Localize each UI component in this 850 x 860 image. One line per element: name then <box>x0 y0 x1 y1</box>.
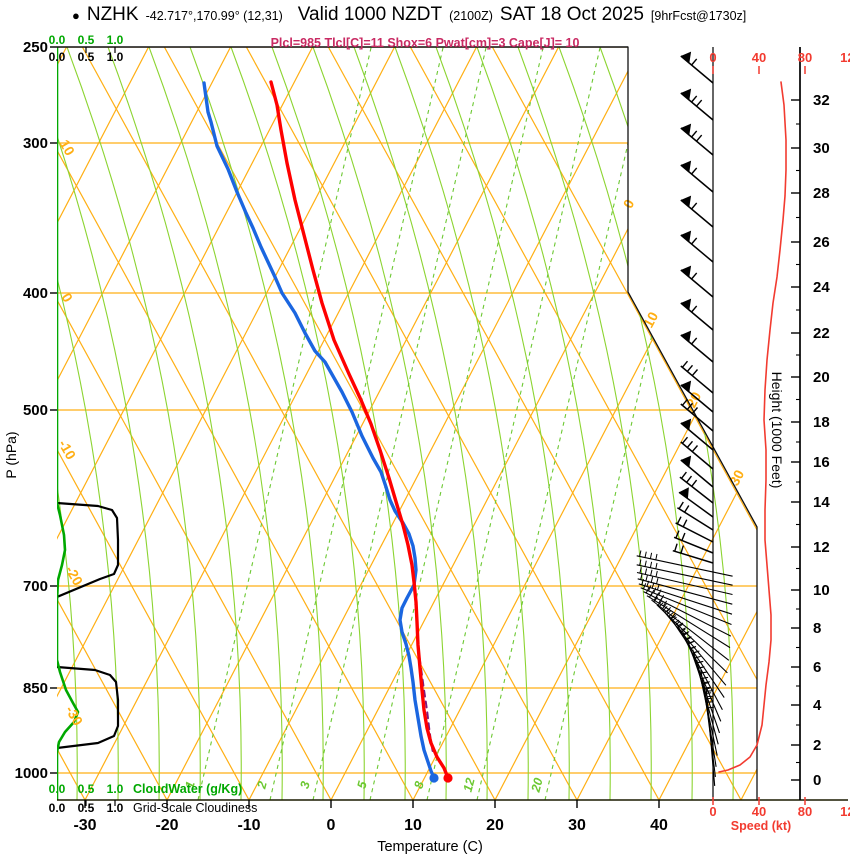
svg-text:P (hPa): P (hPa) <box>3 431 19 478</box>
svg-text:6: 6 <box>813 659 821 676</box>
svg-text:1000: 1000 <box>15 765 48 782</box>
svg-text:12: 12 <box>461 776 478 793</box>
svg-text:-30: -30 <box>73 817 96 834</box>
sounding-parameters: Plcl=985 Tlcl[C]=11 Shox=6 Pwat[cm]=3 Ca… <box>270 36 580 50</box>
svg-text:0.5: 0.5 <box>78 801 95 815</box>
svg-text:-10: -10 <box>237 817 260 834</box>
svg-text:80: 80 <box>798 50 812 65</box>
svg-text:10: 10 <box>57 137 79 159</box>
svg-text:Height (1000 Feet): Height (1000 Feet) <box>769 372 785 489</box>
svg-text:Temperature (C): Temperature (C) <box>377 839 483 855</box>
svg-text:700: 700 <box>23 578 48 595</box>
svg-text:0: 0 <box>813 772 821 789</box>
svg-text:16: 16 <box>813 454 830 471</box>
svg-text:0.0: 0.0 <box>49 782 66 796</box>
svg-text:500: 500 <box>23 402 48 419</box>
temperature-axis: -30 -20 -10 0 10 20 30 40 Temperature (C) <box>73 800 668 855</box>
svg-text:CloudWater (g/Kg): CloudWater (g/Kg) <box>133 782 242 796</box>
svg-text:20: 20 <box>528 776 545 794</box>
svg-text:1.0: 1.0 <box>107 33 124 47</box>
svg-text:0.0: 0.0 <box>49 801 66 815</box>
svg-text:0: 0 <box>709 804 716 819</box>
svg-text:2: 2 <box>813 737 821 754</box>
svg-text:-30: -30 <box>62 703 86 729</box>
svg-text:-20: -20 <box>155 817 178 834</box>
svg-text:1: 1 <box>182 780 197 790</box>
svg-text:12: 12 <box>813 539 830 556</box>
wind-speed-profile <box>718 81 787 773</box>
svg-text:-20: -20 <box>62 563 86 589</box>
svg-text:8: 8 <box>411 780 426 790</box>
svg-text:10: 10 <box>404 817 422 834</box>
station-id: NZHK <box>86 4 139 25</box>
plot-border <box>57 46 848 801</box>
svg-text:30: 30 <box>813 140 830 157</box>
svg-text:1.0: 1.0 <box>107 801 124 815</box>
svg-text:30: 30 <box>726 467 748 488</box>
svg-text:32: 32 <box>813 92 830 109</box>
svg-text:3: 3 <box>297 780 312 790</box>
svg-text:4: 4 <box>813 697 822 714</box>
svg-text:Speed (kt): Speed (kt) <box>731 819 791 833</box>
svg-text:0.5: 0.5 <box>78 50 95 64</box>
svg-text:120: 120 <box>840 50 850 65</box>
svg-text:20: 20 <box>813 369 830 386</box>
cloud-scales: 0.0 0.0 0.0 0.0 0.5 0.5 0.5 0.5 1.0 1.0 1.0 1.0 Clou… <box>49 33 258 815</box>
svg-text:Grid-Scale Cloudiness: Grid-Scale Cloudiness <box>133 801 257 815</box>
svg-text:10: 10 <box>640 309 662 330</box>
svg-text:0.5: 0.5 <box>78 782 95 796</box>
surface-temperature-dot <box>443 773 453 783</box>
svg-text:5: 5 <box>354 779 370 790</box>
svg-text:400: 400 <box>23 285 48 302</box>
svg-text:24: 24 <box>813 279 830 296</box>
pressure-axis: 250 300 400 500 700 850 1000 P (hPa) <box>3 39 57 782</box>
speed-axis: 0040408080120120Speed (kt) <box>709 50 850 833</box>
svg-text:0: 0 <box>709 50 716 65</box>
forecast-hour: [9hrFcst@1730z] <box>650 9 747 23</box>
svg-text:1.0: 1.0 <box>107 782 124 796</box>
station-bullet-icon: ● <box>72 8 80 23</box>
sounding-curves <box>202 80 453 783</box>
svg-text:40: 40 <box>650 817 668 834</box>
svg-text:0: 0 <box>327 817 336 834</box>
plot-grid <box>57 47 757 800</box>
svg-text:80: 80 <box>798 804 812 819</box>
svg-text:0.0: 0.0 <box>49 33 66 47</box>
svg-text:14: 14 <box>813 494 830 511</box>
svg-text:1.0: 1.0 <box>107 50 124 64</box>
svg-text:40: 40 <box>752 804 766 819</box>
svg-text:0.5: 0.5 <box>78 33 95 47</box>
svg-text:-10: -10 <box>55 437 79 463</box>
title-row: ● NZHK -42.717°,170.99° (12,31) Valid 10… <box>72 4 746 26</box>
svg-text:22: 22 <box>813 325 830 342</box>
svg-text:20: 20 <box>486 817 504 834</box>
svg-text:18: 18 <box>813 414 830 431</box>
station-coords: -42.717°,170.99° (12,31) <box>145 9 283 23</box>
svg-text:8: 8 <box>813 620 821 637</box>
svg-text:10: 10 <box>813 582 830 599</box>
valid-date: SAT 18 Oct 2025 <box>499 4 644 25</box>
svg-text:0.0: 0.0 <box>49 50 66 64</box>
svg-text:26: 26 <box>813 234 830 251</box>
valid-time-z: (2100Z) <box>449 9 493 23</box>
valid-time: Valid 1000 NZDT <box>297 4 443 25</box>
svg-text:250: 250 <box>23 39 48 56</box>
svg-text:40: 40 <box>752 50 766 65</box>
svg-text:28: 28 <box>813 185 830 202</box>
svg-text:20: 20 <box>683 389 705 410</box>
svg-text:850: 850 <box>23 680 48 697</box>
svg-text:2: 2 <box>254 780 270 791</box>
surface-dewpoint-dot <box>429 773 439 783</box>
svg-text:30: 30 <box>568 817 586 834</box>
svg-text:120: 120 <box>840 804 850 819</box>
svg-text:300: 300 <box>23 135 48 152</box>
wind-barbs <box>636 47 733 800</box>
